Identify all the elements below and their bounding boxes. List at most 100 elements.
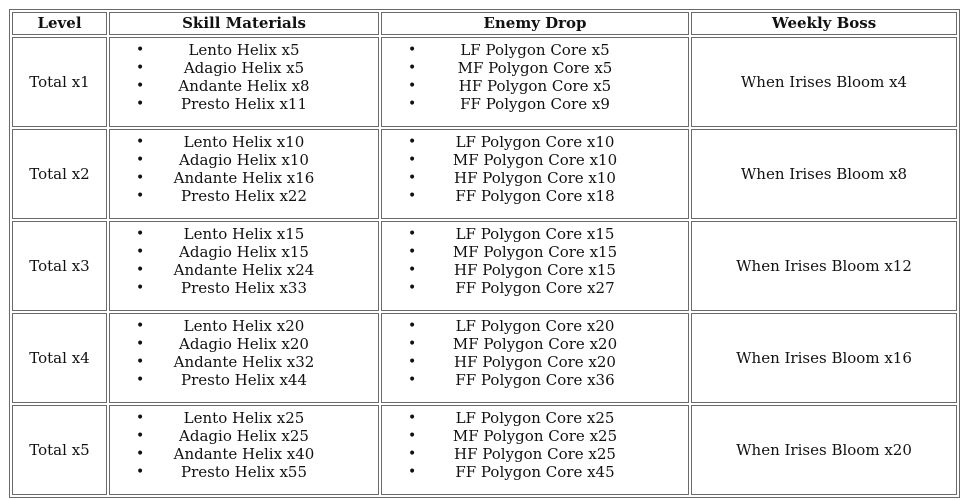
level-cell: Total x1 bbox=[12, 37, 107, 127]
enemy-drop-cell: • LF Polygon Core x20 • MF Polygon Core x20… bbox=[381, 313, 689, 403]
list-item-label: Adagio Helix x15 bbox=[179, 243, 309, 261]
bullet-icon: • bbox=[408, 244, 417, 260]
table-row: Total x5 • Lento Helix x25 • Adagio Helix x… bbox=[12, 405, 957, 495]
bullet-icon: • bbox=[136, 226, 145, 242]
list-item-label: HF Polygon Core x5 bbox=[458, 77, 612, 95]
list-item: • Adagio Helix x15 bbox=[110, 243, 378, 261]
list-item: • Lento Helix x20 bbox=[110, 317, 378, 335]
list-item: • Presto Helix x44 bbox=[110, 371, 378, 389]
bullet-icon: • bbox=[408, 170, 417, 186]
list-item-label: Lento Helix x15 bbox=[183, 225, 305, 243]
weekly-boss-cell: When Irises Bloom x12 bbox=[691, 221, 957, 311]
list-item: • Andante Helix x24 bbox=[110, 261, 378, 279]
bullet-icon: • bbox=[136, 354, 145, 370]
list-item-label: Presto Helix x33 bbox=[181, 279, 307, 297]
list-item-label: HF Polygon Core x20 bbox=[454, 353, 616, 371]
bullet-icon: • bbox=[408, 42, 417, 58]
enemy-drop-cell: • LF Polygon Core x10 • MF Polygon Core x10… bbox=[381, 129, 689, 219]
list-item: • LF Polygon Core x20 bbox=[382, 317, 688, 335]
list-item-label: LF Polygon Core x20 bbox=[455, 317, 615, 335]
list-item: • FF Polygon Core x36 bbox=[382, 371, 688, 389]
list-item-label: MF Polygon Core x25 bbox=[452, 427, 618, 445]
list-item-label: Adagio Helix x20 bbox=[179, 335, 309, 353]
enemy-drop-list: • LF Polygon Core x15 • MF Polygon Core x15… bbox=[382, 222, 688, 310]
list-item: • Andante Helix x16 bbox=[110, 169, 378, 187]
list-item: • Presto Helix x55 bbox=[110, 463, 378, 481]
list-item: • LF Polygon Core x10 bbox=[382, 133, 688, 151]
list-item-label: Andante Helix x24 bbox=[173, 261, 315, 279]
bullet-icon: • bbox=[136, 318, 145, 334]
list-item: • FF Polygon Core x45 bbox=[382, 463, 688, 481]
list-item-label: MF Polygon Core x20 bbox=[452, 335, 618, 353]
bullet-icon: • bbox=[408, 152, 417, 168]
column-header-level: Level bbox=[12, 12, 107, 35]
list-item: • Presto Helix x11 bbox=[110, 95, 378, 113]
bullet-icon: • bbox=[136, 280, 145, 296]
bullet-icon: • bbox=[408, 262, 417, 278]
list-item: • MF Polygon Core x15 bbox=[382, 243, 688, 261]
skill-materials-list: • Lento Helix x5 • Adagio Helix x5 • Andante … bbox=[110, 38, 378, 126]
bullet-icon: • bbox=[408, 336, 417, 352]
bullet-icon: • bbox=[136, 188, 145, 204]
table-row: Total x1 • Lento Helix x5 • Adagio Helix x5… bbox=[12, 37, 957, 127]
list-item-label: Adagio Helix x10 bbox=[179, 151, 309, 169]
level-materials-table: Level Skill Materials Enemy Drop Weekly … bbox=[9, 9, 960, 498]
list-item: • Adagio Helix x20 bbox=[110, 335, 378, 353]
enemy-drop-cell: • LF Polygon Core x25 • MF Polygon Core x25… bbox=[381, 405, 689, 495]
bullet-icon: • bbox=[408, 134, 417, 150]
bullet-icon: • bbox=[136, 464, 145, 480]
list-item-label: Presto Helix x55 bbox=[181, 463, 307, 481]
bullet-icon: • bbox=[136, 262, 145, 278]
level-cell: Total x4 bbox=[12, 313, 107, 403]
bullet-icon: • bbox=[136, 372, 145, 388]
list-item: • Lento Helix x25 bbox=[110, 409, 378, 427]
header-row: Level Skill Materials Enemy Drop Weekly … bbox=[12, 12, 957, 35]
enemy-drop-list: • LF Polygon Core x10 • MF Polygon Core x10… bbox=[382, 130, 688, 218]
list-item: • Presto Helix x33 bbox=[110, 279, 378, 297]
skill-materials-cell: • Lento Helix x5 • Adagio Helix x5 • Andante … bbox=[109, 37, 379, 127]
list-item: • LF Polygon Core x25 bbox=[382, 409, 688, 427]
bullet-icon: • bbox=[408, 226, 417, 242]
list-item-label: Adagio Helix x5 bbox=[183, 59, 305, 77]
skill-materials-list: • Lento Helix x25 • Adagio Helix x25 • Andant… bbox=[110, 406, 378, 494]
bullet-icon: • bbox=[136, 244, 145, 260]
list-item-label: FF Polygon Core x36 bbox=[455, 371, 615, 389]
list-item-label: Lento Helix x5 bbox=[188, 41, 300, 59]
list-item-label: Andante Helix x16 bbox=[173, 169, 315, 187]
list-item: • Presto Helix x22 bbox=[110, 187, 378, 205]
enemy-drop-list: • LF Polygon Core x5 • MF Polygon Core x5 • H… bbox=[382, 38, 688, 126]
weekly-boss-cell: When Irises Bloom x4 bbox=[691, 37, 957, 127]
bullet-icon: • bbox=[408, 78, 417, 94]
list-item: • MF Polygon Core x5 bbox=[382, 59, 688, 77]
skill-materials-cell: • Lento Helix x10 • Adagio Helix x10 • Andant… bbox=[109, 129, 379, 219]
list-item-label: FF Polygon Core x18 bbox=[455, 187, 615, 205]
skill-materials-cell: • Lento Helix x15 • Adagio Helix x15 • Andant… bbox=[109, 221, 379, 311]
bullet-icon: • bbox=[408, 60, 417, 76]
bullet-icon: • bbox=[136, 42, 145, 58]
list-item-label: LF Polygon Core x5 bbox=[460, 41, 610, 59]
enemy-drop-cell: • LF Polygon Core x5 • MF Polygon Core x5 • H… bbox=[381, 37, 689, 127]
list-item-label: LF Polygon Core x25 bbox=[455, 409, 615, 427]
list-item-label: Lento Helix x10 bbox=[183, 133, 305, 151]
enemy-drop-cell: • LF Polygon Core x15 • MF Polygon Core x15… bbox=[381, 221, 689, 311]
bullet-icon: • bbox=[408, 372, 417, 388]
skill-materials-cell: • Lento Helix x25 • Adagio Helix x25 • Andant… bbox=[109, 405, 379, 495]
list-item-label: Lento Helix x25 bbox=[183, 409, 305, 427]
enemy-drop-list: • LF Polygon Core x20 • MF Polygon Core x20… bbox=[382, 314, 688, 402]
list-item-label: MF Polygon Core x15 bbox=[452, 243, 618, 261]
bullet-icon: • bbox=[136, 60, 145, 76]
list-item: • HF Polygon Core x10 bbox=[382, 169, 688, 187]
list-item: • Andante Helix x32 bbox=[110, 353, 378, 371]
bullet-icon: • bbox=[136, 152, 145, 168]
list-item: • Andante Helix x8 bbox=[110, 77, 378, 95]
level-cell: Total x2 bbox=[12, 129, 107, 219]
bullet-icon: • bbox=[136, 78, 145, 94]
list-item-label: LF Polygon Core x10 bbox=[455, 133, 615, 151]
weekly-boss-cell: When Irises Bloom x16 bbox=[691, 313, 957, 403]
list-item-label: MF Polygon Core x5 bbox=[457, 59, 613, 77]
list-item-label: Andante Helix x32 bbox=[173, 353, 315, 371]
list-item-label: Presto Helix x11 bbox=[181, 95, 307, 113]
column-header-enemy-drop: Enemy Drop bbox=[381, 12, 689, 35]
list-item-label: Lento Helix x20 bbox=[183, 317, 305, 335]
bullet-icon: • bbox=[136, 410, 145, 426]
